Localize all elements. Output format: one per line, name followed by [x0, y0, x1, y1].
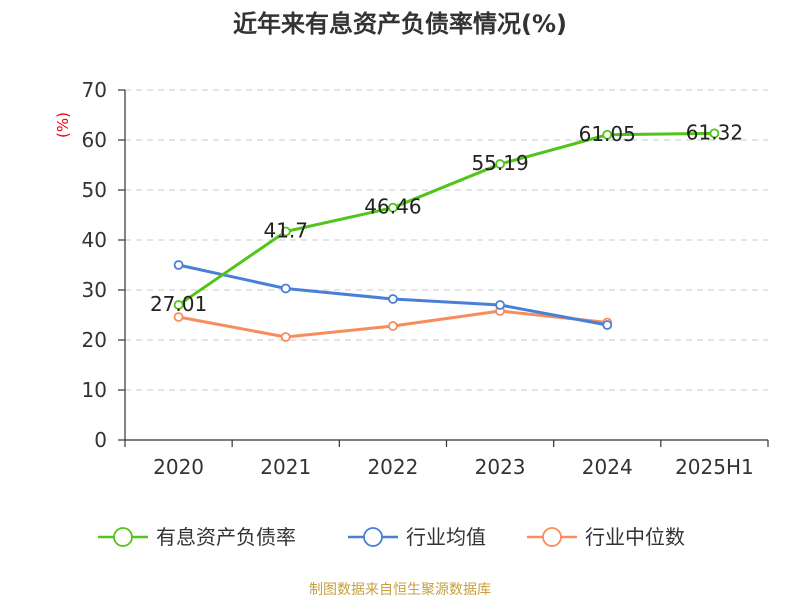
grid-lines — [125, 89, 768, 391]
data-point — [709, 128, 720, 139]
legend-item: 有息资产负债率 — [98, 525, 296, 549]
data-label: 61.32 — [686, 120, 743, 144]
y-tick-label: 60 — [82, 128, 107, 152]
data-point — [602, 320, 613, 330]
legend-item: 行业中位数 — [527, 525, 685, 549]
data-label: 41.7 — [263, 219, 308, 243]
data-label: 61.05 — [579, 122, 636, 146]
y-tick-label: 50 — [82, 178, 107, 202]
y-tick-label: 10 — [82, 378, 107, 402]
data-point — [388, 202, 398, 213]
data-label: 46.46 — [364, 195, 421, 219]
series-line — [177, 131, 715, 307]
data-point — [602, 129, 613, 140]
data-point — [280, 226, 291, 237]
chart-title: 近年来有息资产负债率情况(%) — [233, 10, 567, 38]
series-lines — [173, 128, 720, 342]
x-tick-label: 2023 — [475, 455, 526, 479]
data-point — [388, 294, 398, 304]
x-tick-label: 2020 — [153, 455, 204, 479]
source-text: 制图数据来自恒生聚源数据库 — [309, 582, 491, 598]
legend-label: 有息资产负债率 — [156, 525, 296, 549]
series-1 — [173, 260, 613, 330]
data-label: 55.19 — [471, 151, 528, 175]
data-labels: 27.01 41.7 46.46 55.19 61.05 61.32 — [150, 120, 743, 316]
data-point — [173, 300, 184, 310]
data-point — [280, 332, 291, 342]
data-point — [388, 321, 398, 331]
y-tick-label: 40 — [82, 228, 107, 252]
y-tick-label: 0 — [94, 428, 107, 452]
x-tick-label: 2025H1 — [675, 455, 754, 479]
axes: 0 10 20 30 40 50 60 70 2020 2021 2022 2023 2024 2025H… — [82, 78, 769, 479]
data-label: 27.01 — [150, 292, 207, 316]
data-point — [280, 283, 291, 294]
legend-swatch-marker — [363, 527, 383, 547]
legend-label: 行业均值 — [406, 525, 486, 549]
series-0 — [173, 128, 720, 310]
y-axis-unit-label: (%) — [54, 112, 72, 138]
x-tick-label: 2022 — [367, 455, 418, 479]
x-tick-label: 2021 — [260, 455, 311, 479]
legend: 有息资产负债率 行业均值 行业中位数 — [98, 525, 685, 549]
data-point — [495, 159, 505, 169]
legend-swatch-marker — [113, 527, 133, 547]
legend-swatch-marker — [542, 527, 562, 547]
data-point — [173, 312, 184, 322]
y-tick-label: 70 — [82, 78, 107, 102]
legend-label: 行业中位数 — [585, 525, 685, 549]
data-point — [495, 300, 505, 310]
legend-item: 行业均值 — [348, 525, 486, 549]
y-tick-label: 30 — [82, 278, 107, 302]
data-point — [173, 260, 184, 270]
y-tick-label: 20 — [82, 328, 107, 352]
x-tick-label: 2024 — [582, 455, 633, 479]
